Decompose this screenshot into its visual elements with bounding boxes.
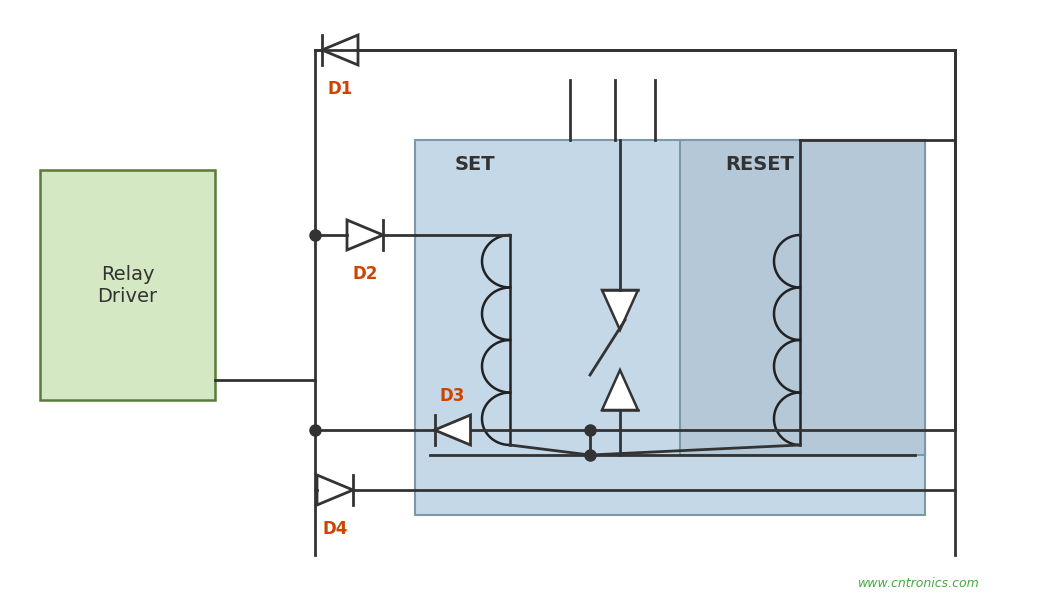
Text: www.cntronics.com: www.cntronics.com xyxy=(859,577,979,590)
Text: D1: D1 xyxy=(327,80,352,98)
Text: D3: D3 xyxy=(440,387,465,405)
Polygon shape xyxy=(317,475,353,505)
Bar xyxy=(680,140,925,455)
Bar xyxy=(40,170,215,400)
Bar xyxy=(415,140,925,515)
Text: RESET: RESET xyxy=(725,155,794,174)
Text: SET: SET xyxy=(454,155,495,174)
Text: Relay
Driver: Relay Driver xyxy=(98,264,157,306)
Text: D4: D4 xyxy=(322,520,348,538)
Text: D2: D2 xyxy=(352,265,377,283)
Polygon shape xyxy=(602,290,638,330)
Polygon shape xyxy=(322,35,358,65)
Polygon shape xyxy=(435,415,471,445)
Polygon shape xyxy=(602,370,638,410)
Polygon shape xyxy=(347,220,383,250)
